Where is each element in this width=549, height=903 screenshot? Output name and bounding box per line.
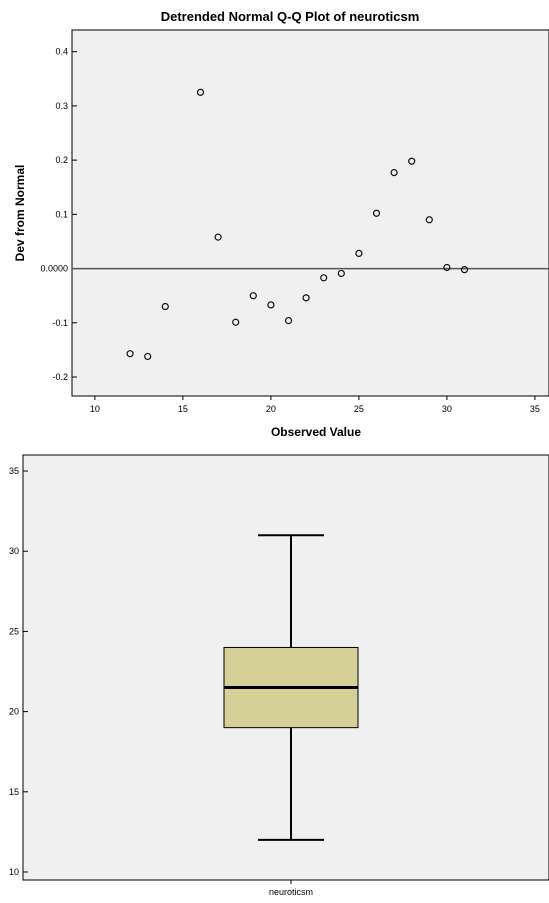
qq-point bbox=[390, 169, 398, 177]
qq-point bbox=[144, 352, 152, 361]
box-y-tick-label: 30 bbox=[9, 546, 19, 556]
qq-title: Detrended Normal Q-Q Plot of neuroticsm bbox=[161, 9, 420, 24]
qq-y-tick-label: -0.1 bbox=[52, 318, 68, 328]
box-y-tick-label: 35 bbox=[9, 466, 19, 476]
qq-point bbox=[196, 88, 205, 96]
qq-x-axis: 10 15 20 25 30 35 bbox=[90, 396, 540, 414]
qq-point bbox=[320, 274, 328, 282]
qq-plot-area bbox=[71, 29, 549, 397]
qq-point bbox=[267, 301, 275, 309]
qq-y-axis-label: Dev from Normal bbox=[13, 165, 27, 262]
qq-point bbox=[460, 266, 469, 274]
qq-x-tick-label: 15 bbox=[178, 404, 188, 414]
qq-point bbox=[443, 263, 451, 272]
box-y-tick-label: 25 bbox=[9, 626, 19, 636]
qq-plot: Detrended Normal Q-Q Plot of neuroticsm … bbox=[13, 9, 549, 439]
box-y-tick-label: 20 bbox=[9, 707, 19, 717]
qq-point bbox=[232, 318, 240, 326]
box-category-label: neuroticsm bbox=[269, 887, 313, 897]
qq-point bbox=[126, 350, 134, 358]
qq-y-tick-label: -0.2 bbox=[52, 372, 68, 382]
qq-points bbox=[126, 88, 469, 361]
box-y-tick-label: 15 bbox=[9, 787, 19, 797]
box-plot: 10 15 20 25 30 35 neuroticsm bbox=[9, 454, 549, 897]
qq-point bbox=[214, 233, 222, 241]
qq-point bbox=[425, 216, 433, 224]
qq-y-tick-label: 0.3 bbox=[55, 101, 68, 111]
qq-point bbox=[372, 209, 381, 217]
box-y-axis: 10 15 20 25 30 35 bbox=[9, 466, 28, 877]
qq-y-axis: -0.2 -0.1 0.0000 0.1 0.2 0.3 0.4 bbox=[40, 47, 77, 382]
qq-point bbox=[355, 249, 363, 257]
qq-x-tick-label: 20 bbox=[266, 404, 276, 414]
box-elements bbox=[223, 534, 359, 841]
qq-y-tick-label: 0.0000 bbox=[40, 264, 68, 274]
qq-point bbox=[161, 302, 169, 311]
qq-x-tick-label: 25 bbox=[354, 404, 364, 414]
qq-x-tick-label: 30 bbox=[442, 404, 452, 414]
qq-x-tick-label: 35 bbox=[530, 404, 540, 414]
qq-y-tick-label: 0.1 bbox=[55, 209, 68, 219]
box-y-tick-label: 10 bbox=[9, 867, 19, 877]
qq-point bbox=[284, 317, 293, 325]
qq-point bbox=[408, 157, 416, 165]
qq-point bbox=[302, 294, 310, 302]
qq-x-axis-label: Observed Value bbox=[271, 425, 361, 439]
qq-y-tick-label: 0.2 bbox=[55, 155, 68, 165]
qq-y-tick-label: 0.4 bbox=[55, 47, 68, 57]
qq-point bbox=[249, 292, 257, 300]
qq-x-tick-label: 10 bbox=[90, 404, 100, 414]
qq-point bbox=[337, 269, 345, 278]
